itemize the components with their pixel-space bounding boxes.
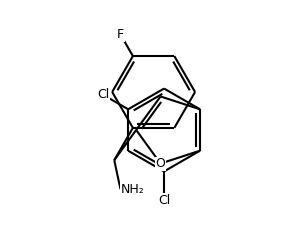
Text: Cl: Cl: [158, 194, 170, 207]
Text: Cl: Cl: [97, 88, 109, 101]
Text: O: O: [156, 157, 165, 170]
Text: NH₂: NH₂: [121, 183, 144, 196]
Text: F: F: [117, 28, 124, 41]
